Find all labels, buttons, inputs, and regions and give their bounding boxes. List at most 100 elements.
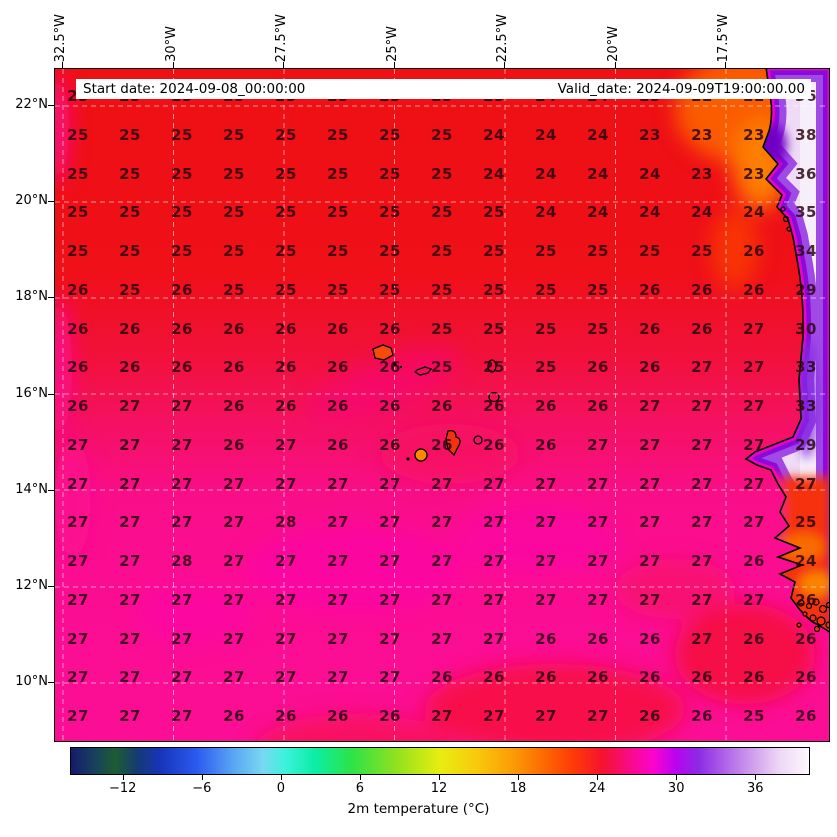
lat-tick-mark [48,201,54,203]
temp-value: 27 [691,552,713,570]
temp-value: 25 [327,125,349,144]
temp-value: 25 [535,358,557,377]
temp-value: 27 [119,707,141,725]
temp-value: 27 [691,513,713,532]
temp-value: 26 [171,358,193,377]
temp-value: 26 [119,319,141,338]
temp-value: 27 [587,590,609,609]
temp-value: 25 [119,164,141,183]
temp-value: 29 [795,435,817,454]
colorbar-tick-mark [280,775,282,780]
colorbar-tick-mark [676,775,678,780]
temp-value: 30 [795,319,817,338]
temp-value: 27 [171,435,193,454]
temp-value: 25 [327,203,349,222]
lat-tick-label: 14°N [15,481,48,497]
temp-value: 28 [275,513,297,532]
temp-value: 25 [535,242,557,260]
temp-value: 25 [379,125,401,144]
temp-value: 26 [587,629,609,648]
lat-tick-mark [48,393,54,395]
temp-value: 25 [379,242,401,260]
temp-value: 25 [223,164,245,183]
banc-arguin-islets [780,206,792,232]
temp-value: 25 [587,280,609,299]
temp-value: 27 [431,629,453,648]
temp-value: 25 [67,164,89,183]
temp-value: 27 [379,513,401,532]
temp-value: 25 [171,125,193,144]
colorbar-label: 2m temperature (°C) [347,801,490,817]
temp-value: 25 [327,280,349,299]
temp-value: 25 [639,242,661,260]
temp-value: 27 [379,668,401,687]
temp-value: 23 [691,164,713,183]
temp-value: 26 [535,629,557,648]
lat-tick-label: 20°N [15,193,48,209]
lat-tick-label: 12°N [15,577,48,593]
temp-value: 26 [379,358,401,377]
lat-tick-mark [48,105,54,106]
temp-value: 27 [535,474,557,493]
temp-value: 27 [275,668,297,687]
colorbar-tick-mark [122,775,124,780]
temp-value: 24 [483,125,505,144]
lat-tick-label: 22°N [15,97,48,112]
temp-value: 24 [795,552,817,570]
temp-value: 24 [587,203,609,222]
temp-value: 26 [379,435,401,454]
temp-value: 25 [795,513,817,532]
temp-value: 38 [795,125,817,144]
temp-value: 25 [535,280,557,299]
temp-value: 25 [67,242,89,260]
lon-tick-mark [504,62,505,68]
temp-value: 29 [795,280,817,299]
temp-value: 27 [67,513,89,532]
temp-value: 27 [119,590,141,609]
temp-value: 26 [171,319,193,338]
temp-value: 26 [587,397,609,415]
map-area: 2525252525252525252424232222362525252525… [54,68,830,742]
temp-value: 26 [535,435,557,454]
temp-value: 25 [171,164,193,183]
colorbar-tick-mark [201,775,203,780]
temp-value: 25 [483,319,505,338]
temp-value: 26 [431,435,453,454]
temp-value: 23 [691,125,713,144]
temp-value: 27 [223,590,245,609]
temp-value: 27 [379,474,401,493]
temp-value: 26 [327,319,349,338]
temp-value: 26 [327,397,349,415]
temp-value: 26 [223,358,245,377]
temp-value: 25 [67,203,89,222]
temp-value: 26 [275,707,297,725]
temp-value: 25 [483,358,505,377]
temp-value: 25 [67,125,89,144]
temp-value: 25 [223,280,245,299]
temp-value: 33 [795,397,817,415]
temp-value: 27 [743,358,765,377]
temp-value: 25 [431,203,453,222]
temp-value: 26 [67,358,89,377]
temp-value: 27 [67,668,89,687]
temp-value: 28 [171,552,193,570]
temp-value: 26 [639,358,661,377]
temp-value: 27 [691,397,713,415]
colorbar-tick-mark [439,775,440,780]
temp-value: 26 [67,280,89,299]
lon-tick-label: 25°W [384,26,400,62]
temp-value: 27 [223,552,245,570]
temp-value: 25 [587,319,609,338]
temp-value: 27 [171,668,193,687]
temp-value: 27 [587,552,609,570]
temp-value: 27 [431,474,453,493]
temp-value: 27 [327,629,349,648]
colorbar-tick-label: 24 [588,781,606,796]
temp-value: 26 [639,280,661,299]
temp-value: 27 [67,552,89,570]
temp-value: 27 [223,668,245,687]
temp-value: 27 [483,629,505,648]
lon-tick-label: 32.5°W [53,13,68,62]
colorbar-tick-mark [597,775,599,780]
temp-value: 26 [379,319,401,338]
